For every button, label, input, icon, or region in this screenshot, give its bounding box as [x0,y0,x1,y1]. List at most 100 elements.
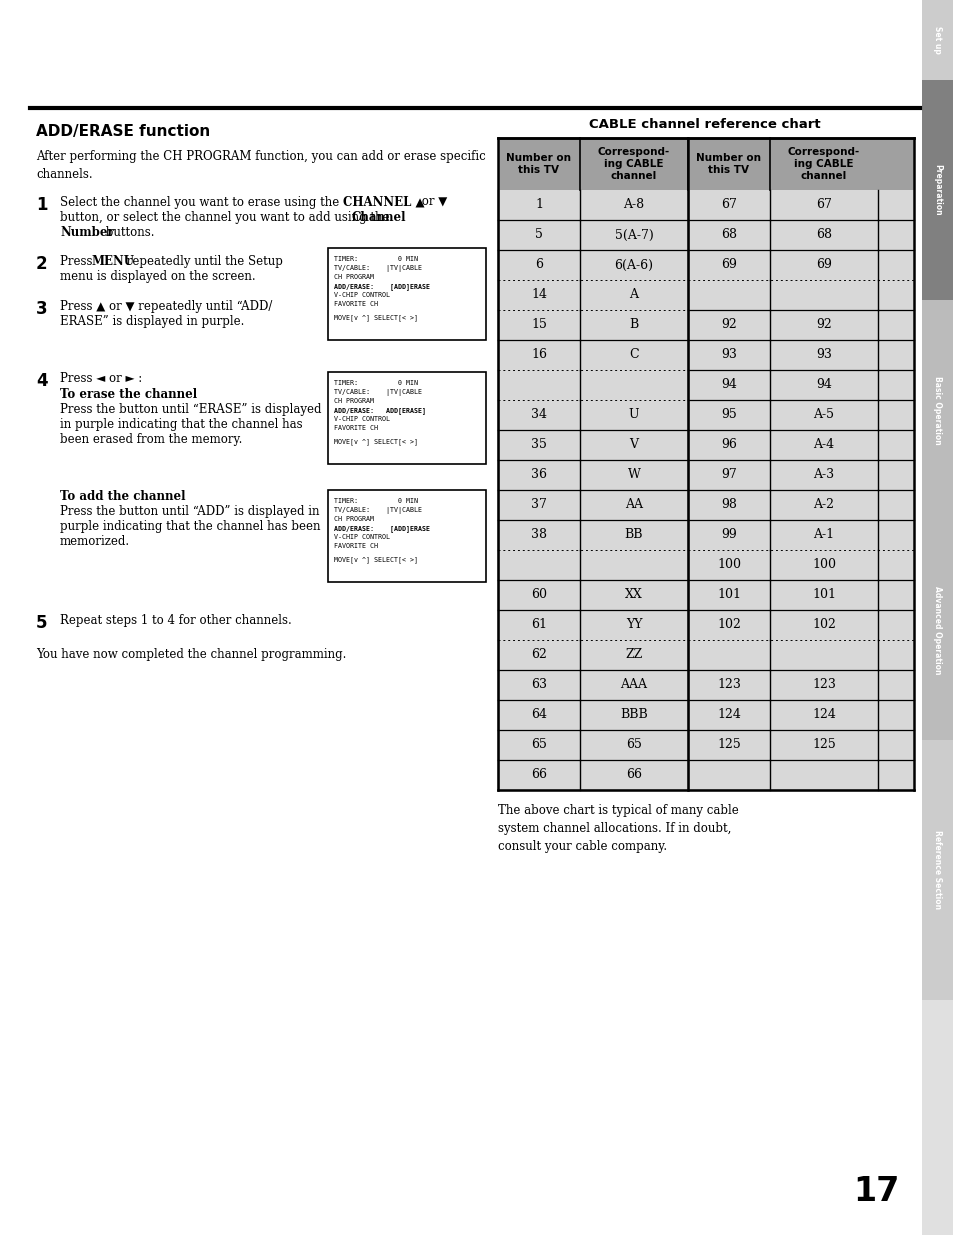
Bar [921,740,953,1000]
Text: BB: BB [624,529,642,541]
Text: 102: 102 [811,619,835,631]
Text: 5: 5 [36,614,48,632]
Text: 101: 101 [717,589,740,601]
Text: Select the channel you want to erase using the: Select the channel you want to erase usi… [60,196,343,209]
Text: 124: 124 [717,709,740,721]
Text: CH PROGRAM: CH PROGRAM [334,516,374,522]
Text: menu is displayed on the screen.: menu is displayed on the screen. [60,270,255,283]
Text: 62: 62 [531,648,546,662]
Text: Basic Operation: Basic Operation [933,375,942,445]
Bar [497,671,913,700]
Text: 63: 63 [531,678,546,692]
Text: The above chart is typical of many cable
system channel allocations. If in doubt: The above chart is typical of many cable… [497,804,738,853]
Text: 66: 66 [531,768,546,782]
Text: 69: 69 [720,258,736,272]
Text: BBB: BBB [619,709,647,721]
Bar [497,459,913,490]
Text: buttons.: buttons. [102,226,154,240]
Text: TV/CABLE:    |TV|CABLE: TV/CABLE: |TV|CABLE [334,389,421,396]
Bar [328,372,485,464]
Text: 36: 36 [531,468,546,482]
Text: Number: Number [60,226,113,240]
Text: Press ▲ or ▼ repeatedly until “ADD/: Press ▲ or ▼ repeatedly until “ADD/ [60,300,273,312]
Text: ZZ: ZZ [625,648,642,662]
Text: To add the channel: To add the channel [60,490,185,503]
Text: 4: 4 [36,372,48,390]
Text: 1: 1 [535,199,542,211]
Text: ADD/ERASE:   ADD[ERASE]: ADD/ERASE: ADD[ERASE] [334,408,426,414]
Text: 65: 65 [625,739,641,752]
Text: 15: 15 [531,319,546,331]
Text: 101: 101 [811,589,835,601]
Bar [328,248,485,340]
Text: 98: 98 [720,499,736,511]
Text: 1: 1 [36,196,48,214]
Text: TV/CABLE:    |TV|CABLE: TV/CABLE: |TV|CABLE [334,508,421,514]
Text: CH PROGRAM: CH PROGRAM [334,398,374,404]
Text: or ▼: or ▼ [417,196,447,209]
Text: To erase the channel: To erase the channel [60,388,197,401]
Text: TIMER:          0 MIN: TIMER: 0 MIN [334,380,417,387]
Text: A-4: A-4 [813,438,834,452]
Text: 92: 92 [720,319,736,331]
Bar [497,430,913,459]
Text: CH PROGRAM: CH PROGRAM [334,274,374,280]
Text: Advanced Operation: Advanced Operation [933,585,942,674]
Text: 65: 65 [531,739,546,752]
Text: 17: 17 [853,1174,899,1208]
Text: memorized.: memorized. [60,535,130,548]
Text: 102: 102 [717,619,740,631]
Text: A-5: A-5 [813,409,834,421]
Text: B: B [629,319,638,331]
Text: 5: 5 [535,228,542,242]
Bar [497,700,913,730]
Text: 125: 125 [811,739,835,752]
Text: 68: 68 [720,228,737,242]
Text: 93: 93 [720,348,736,362]
Bar [497,610,913,640]
Bar [497,520,913,550]
Bar [497,370,913,400]
Text: MOVE[v ^] SELECT[< >]: MOVE[v ^] SELECT[< >] [334,314,417,321]
Text: A: A [629,289,638,301]
Bar [497,640,913,671]
Text: 61: 61 [531,619,546,631]
Text: 96: 96 [720,438,736,452]
Text: ADD/ERASE function: ADD/ERASE function [36,124,210,140]
Text: 64: 64 [531,709,546,721]
Text: A-3: A-3 [813,468,834,482]
Text: 93: 93 [815,348,831,362]
Text: 68: 68 [815,228,831,242]
Text: 2: 2 [36,254,48,273]
Text: 35: 35 [531,438,546,452]
Text: W: W [627,468,639,482]
Text: Press ◄ or ► :: Press ◄ or ► : [60,372,142,385]
Text: MOVE[v ^] SELECT[< >]: MOVE[v ^] SELECT[< >] [334,438,417,445]
Bar [921,0,953,80]
Text: 66: 66 [625,768,641,782]
Bar [497,730,913,760]
Bar [921,0,953,1235]
Text: repeatedly until the Setup: repeatedly until the Setup [123,254,283,268]
Text: 37: 37 [531,499,546,511]
Text: 124: 124 [811,709,835,721]
Text: After performing the CH PROGRAM function, you can add or erase specific
channels: After performing the CH PROGRAM function… [36,149,485,182]
Text: C: C [629,348,639,362]
Text: Press the button until “ERASE” is displayed: Press the button until “ERASE” is displa… [60,403,321,416]
Text: Set up: Set up [933,26,942,54]
Bar [497,490,913,520]
Text: FAVORITE CH: FAVORITE CH [334,543,377,550]
Text: CHANNEL ▲: CHANNEL ▲ [343,196,424,209]
Text: CABLE channel reference chart: CABLE channel reference chart [589,119,820,131]
Text: 125: 125 [717,739,740,752]
Text: 6: 6 [535,258,542,272]
Text: Press the button until “ADD” is displayed in: Press the button until “ADD” is displaye… [60,505,319,517]
Text: U: U [628,409,639,421]
Text: Preparation: Preparation [933,164,942,216]
Text: been erased from the memory.: been erased from the memory. [60,433,242,446]
Text: Channel: Channel [352,211,406,224]
Text: FAVORITE CH: FAVORITE CH [334,301,377,308]
Bar [497,220,913,249]
Text: V: V [629,438,638,452]
Text: ADD/ERASE:    [ADD]ERASE: ADD/ERASE: [ADD]ERASE [334,283,430,290]
